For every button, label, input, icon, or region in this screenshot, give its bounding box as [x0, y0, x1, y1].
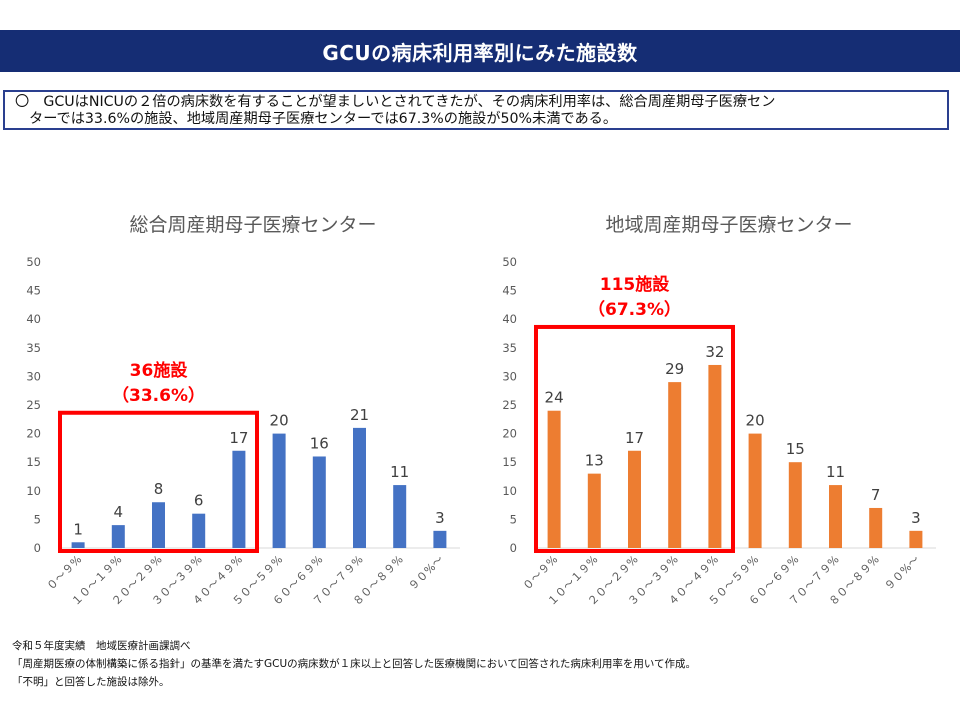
y-tick-label: 0 — [510, 541, 517, 555]
y-tick-label: 20 — [26, 427, 41, 441]
bar — [433, 530, 447, 548]
data-label: 4 — [114, 503, 124, 521]
x-tick-label: ９０%～ — [406, 553, 446, 593]
chart-general-perinatal: 総合周産期母子医療センター051015202530354045501０～９%4１… — [26, 214, 460, 608]
chart-title: 地域周産期母子医療センター — [605, 214, 852, 236]
y-tick-label: 15 — [502, 455, 517, 469]
data-label: 13 — [585, 452, 604, 470]
y-tick-label: 45 — [502, 284, 517, 298]
highlight-box — [58, 410, 259, 553]
footnotes: 令和５年度実績 地域医療計画課調べ 「周産期医療の体制構築に係る指針」の基準を満… — [12, 637, 696, 691]
bar — [668, 382, 682, 548]
bar — [748, 433, 762, 548]
data-label: 29 — [665, 360, 684, 378]
data-label: 3 — [435, 509, 445, 527]
y-tick-label: 45 — [26, 284, 41, 298]
y-tick-label: 20 — [502, 427, 517, 441]
y-tick-label: 5 — [34, 512, 41, 526]
bar — [869, 507, 883, 548]
y-tick-label: 35 — [26, 341, 41, 355]
chart-regional-perinatal: 地域周産期母子医療センター 0 5 10 15 20 25 30 35 40 45 50 24 ０～９% 1… — [502, 214, 936, 608]
highlight-count-label: 36施設 — [130, 360, 189, 381]
highlight-box — [534, 324, 735, 553]
footnote-method: 「周産期医療の体制構築に係る指針」の基準を満たすGCUの病床数が１床以上と回答し… — [12, 658, 697, 670]
bar — [628, 450, 641, 548]
data-label: 16 — [310, 434, 329, 452]
y-tick-label: 35 — [502, 341, 517, 355]
bar — [272, 433, 286, 548]
bar — [152, 502, 165, 548]
y-tick-label: 40 — [502, 312, 517, 326]
bar — [192, 513, 206, 548]
data-label: 21 — [350, 406, 369, 424]
footnote-exclusion: 「不明」と回答した施設は除外。 — [12, 676, 170, 688]
data-label: 15 — [786, 440, 805, 458]
bar — [232, 450, 246, 548]
title-bar: GCUの病床利用率別にみた施設数 — [0, 30, 960, 72]
data-label: 6 — [194, 492, 204, 510]
data-label: 17 — [229, 429, 248, 447]
y-tick-label: 50 — [26, 255, 41, 269]
data-label: 20 — [746, 412, 765, 430]
y-tick-label: 25 — [502, 398, 517, 412]
data-label: 32 — [705, 343, 724, 361]
data-label: 17 — [625, 429, 644, 447]
bar — [708, 364, 722, 548]
y-tick-label: 10 — [502, 484, 517, 498]
chart-title: 総合周産期母子医療センター — [129, 214, 376, 236]
footnote-source: 令和５年度実績 地域医療計画課調べ — [12, 640, 191, 652]
bar — [393, 485, 407, 548]
y-tick-label: 30 — [502, 369, 517, 383]
data-label: 11 — [826, 463, 845, 481]
bar — [788, 462, 802, 548]
data-label: 1 — [73, 520, 83, 538]
y-tick-label: 30 — [26, 369, 41, 383]
x-tick-label: ９０%～ — [882, 553, 922, 593]
bar — [353, 427, 366, 548]
data-label: 11 — [390, 463, 409, 481]
x-tick-label: ０～９% — [520, 553, 560, 593]
highlight-percent-label: （33.6%） — [112, 385, 205, 406]
y-tick-label: 10 — [26, 484, 41, 498]
summary-line-2: ターでは33.6%の施設、地域周産期母子医療センターでは67.3%の施設が50%… — [29, 111, 618, 127]
bar — [71, 542, 85, 548]
y-tick-label: 5 — [510, 512, 517, 526]
bar — [312, 456, 326, 548]
data-label: 3 — [911, 509, 921, 527]
bar — [587, 473, 601, 548]
data-label: 8 — [154, 480, 164, 498]
bar — [111, 525, 125, 548]
y-tick-label: 25 — [26, 398, 41, 412]
summary-line-1: 〇 GCUはNICUの２倍の病床数を有することが望ましいとされてきたが、その病床… — [15, 94, 776, 110]
bar — [547, 410, 561, 548]
data-label: 7 — [871, 486, 881, 504]
y-tick-label: 0 — [34, 541, 41, 555]
highlight-percent-label: （67.3%） — [588, 299, 681, 320]
x-tick-label: ０～９% — [44, 553, 84, 593]
y-tick-label: 50 — [502, 255, 517, 269]
y-tick-label: 40 — [26, 312, 41, 326]
summary-box: 〇 GCUはNICUの２倍の病床数を有することが望ましいとされてきたが、その病床… — [3, 90, 949, 130]
data-label: 24 — [545, 389, 564, 407]
bar — [829, 485, 842, 548]
y-tick-label: 15 — [26, 455, 41, 469]
data-label: 20 — [270, 412, 289, 430]
bar — [909, 530, 923, 548]
highlight-count-label: 115施設 — [600, 274, 670, 295]
page-title: GCUの病床利用率別にみた施設数 — [322, 40, 638, 65]
